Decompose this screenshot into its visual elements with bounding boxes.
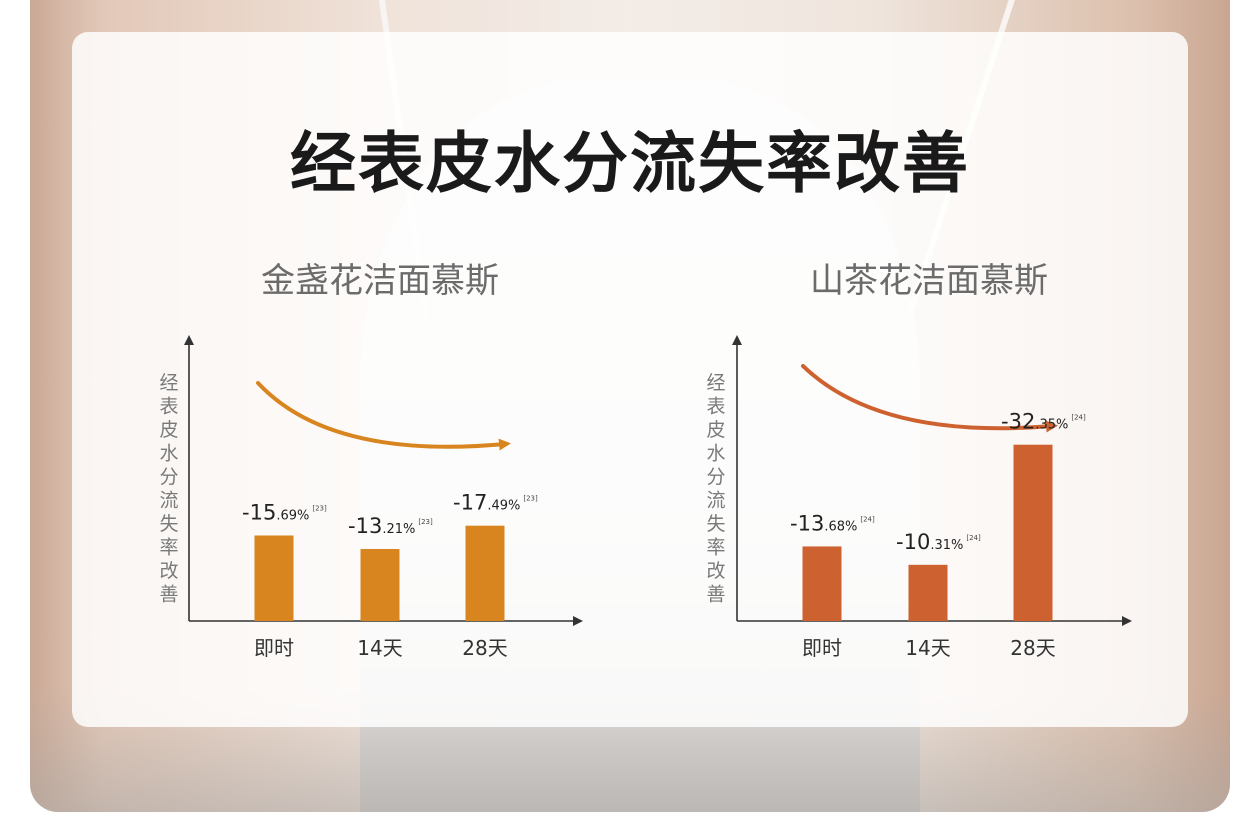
data-label-decimal: .35%: [1035, 418, 1068, 433]
y-axis-label-char: 流: [159, 490, 178, 512]
data-label-decimal: .49%: [487, 499, 520, 514]
y-axis-label-char: 经: [706, 372, 725, 394]
trend-arrow: [801, 364, 1058, 433]
y-axis-label-char: 表: [159, 396, 178, 418]
data-label-decimal: .69%: [276, 508, 309, 523]
category-label-3: 28天: [462, 636, 507, 660]
data-label-decimal: .68%: [824, 519, 857, 534]
y-axis-label-char: 皮: [706, 419, 725, 441]
y-axis-label-char: 分: [706, 466, 725, 488]
category-label-3: 28天: [1010, 636, 1055, 660]
data-label-reference: [23]: [523, 495, 538, 503]
category-label-1: 即时: [802, 636, 842, 660]
data-label-2: -13.21% [23]: [348, 514, 433, 538]
bar-3: [465, 525, 505, 621]
bar-1: [254, 535, 294, 621]
data-label-integer: -32: [1001, 410, 1035, 434]
data-label-reference: [24]: [1071, 414, 1086, 422]
y-axis-label-char: 经: [159, 372, 178, 394]
data-label-integer: -17: [453, 491, 487, 515]
chart-title: 山茶花洁面慕斯: [810, 261, 1048, 301]
data-label-integer: -10: [896, 530, 930, 554]
y-axis-label-char: 分: [159, 466, 178, 488]
data-label-reference: [23]: [418, 518, 433, 526]
y-axis-label-char: 失: [706, 513, 725, 535]
bar-1: [802, 546, 842, 621]
y-axis-label-char: 善: [159, 584, 178, 606]
y-axis-label-char: 改: [706, 560, 725, 582]
bar-2: [360, 549, 400, 621]
y-axis-label-char: 率: [706, 537, 725, 559]
y-axis-label: 经表皮水分流失率改善: [706, 372, 725, 606]
y-axis-label-char: 水: [159, 443, 178, 465]
y-axis-label-char: 改: [159, 560, 178, 582]
data-label-decimal: .31%: [930, 538, 963, 553]
category-label-2: 14天: [357, 636, 402, 660]
page-title: 经表皮水分流失率改善: [290, 124, 970, 202]
bar-2: [908, 564, 948, 621]
data-label-3: -17.49% [23]: [453, 491, 538, 515]
data-label-integer: -13: [790, 511, 824, 535]
trend-arrow: [256, 381, 511, 451]
data-label-decimal: .21%: [382, 522, 415, 537]
data-label-1: -15.69% [23]: [242, 500, 327, 524]
y-axis-label: 经表皮水分流失率改善: [159, 372, 178, 606]
y-axis-label-char: 率: [159, 537, 178, 559]
y-axis-label-char: 皮: [159, 419, 178, 441]
data-label-reference: [24]: [860, 515, 875, 523]
y-axis-label-char: 善: [706, 584, 725, 606]
category-label-1: 即时: [254, 636, 294, 660]
data-label-integer: -13: [348, 514, 382, 538]
data-label-integer: -15: [242, 500, 276, 524]
y-axis-label-char: 表: [706, 396, 725, 418]
data-label-reference: [23]: [312, 504, 327, 512]
data-label-1: -13.68% [24]: [790, 511, 875, 535]
chart-title: 金盏花洁面慕斯: [261, 261, 499, 301]
data-label-3: -32.35% [24]: [1001, 410, 1086, 434]
bar-3: [1013, 444, 1053, 621]
data-label-reference: [24]: [966, 534, 981, 542]
y-axis-label-char: 失: [159, 513, 178, 535]
y-axis-label-char: 水: [706, 443, 725, 465]
y-axis-label-char: 流: [706, 490, 725, 512]
data-label-2: -10.31% [24]: [896, 530, 981, 554]
category-label-2: 14天: [905, 636, 950, 660]
